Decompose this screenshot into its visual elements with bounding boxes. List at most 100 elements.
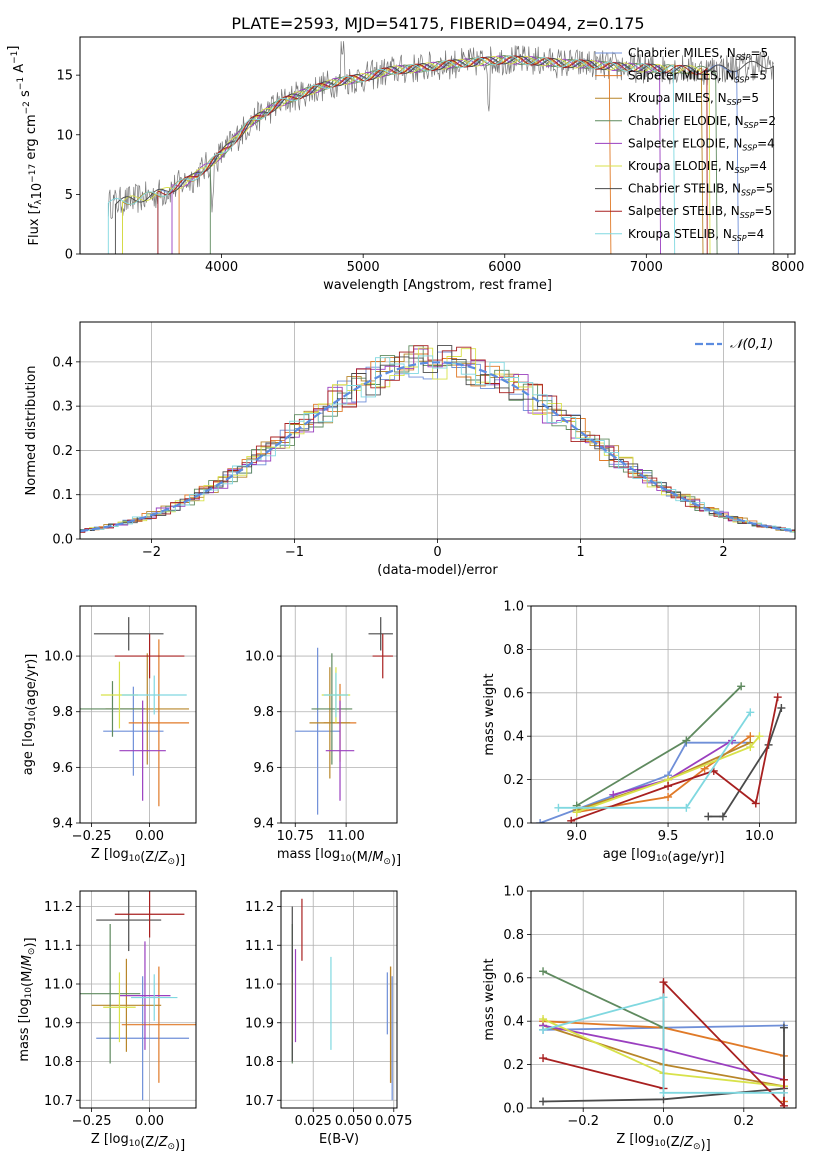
errorbar-point [114, 891, 185, 938]
y-tick-label: 10.9 [44, 1016, 73, 1031]
y-axis-label: Flux [fλ10−17 erg cm−2 s−1 A−1] [6, 46, 45, 246]
mass-vs-metallicity-axes: −0.25 0.00 10.7 10.8 10.9 11.0 11.1 11.2 Z [log1… [17, 890, 197, 1153]
legend-entry: Chabrier ELODIE, NSSP=2 [628, 114, 776, 130]
legend-entry: 𝒩(0,1) [730, 337, 773, 352]
x-tick-label: 0.025 [295, 1114, 332, 1129]
age-vs-mass-axes: 10.75 11.00 9.4 9.6 9.8 10.0 mass [log10(M/M⊙)… [245, 605, 401, 868]
y-axis-label: mass weight [482, 673, 497, 755]
y-axis-label: age [log10(age/yr)] [21, 654, 39, 776]
y-tick-label: 0.4 [52, 355, 73, 370]
mass-weight-vs-metallicity-axes: −0.2 0.0 0.2 0.0 0.2 0.4 0.6 0.8 1.0 Z [log10(Z/Z… [482, 885, 797, 1153]
x-tick-label: 0.2 [733, 1114, 754, 1129]
legend-entry: Salpeter ELODIE, NSSP=4 [628, 136, 775, 152]
spectrum-plot-area [107, 41, 775, 254]
mass-weight-marker [746, 743, 755, 752]
mass-weight-marker [554, 803, 563, 812]
mass-weight-marker [746, 708, 755, 717]
y-tick-label: 0.0 [503, 817, 524, 832]
x-tick-label: 0.0 [653, 1114, 674, 1129]
errorbar-point [295, 647, 341, 815]
y-tick-label: 10.0 [44, 650, 73, 665]
axes-frame [530, 605, 797, 824]
x-tick-label: 11.00 [328, 829, 365, 844]
errorbar-point [119, 700, 166, 801]
errorbar-point [91, 958, 162, 1052]
x-tick-label: 0.050 [335, 1114, 372, 1129]
mass-weight-marker [779, 1088, 788, 1097]
mass-weight-marker [659, 978, 668, 987]
x-tick-label: −0.25 [72, 1114, 112, 1129]
axes-frame [530, 890, 797, 1109]
y-tick-label: 11.1 [245, 939, 274, 954]
x-axis-label: Z [log10(Z/Z⊙)] [91, 1132, 185, 1153]
mass-weight-marker [779, 1023, 788, 1032]
errorbar-point [96, 891, 162, 952]
mass-weight-marker [751, 799, 760, 808]
errorbar-point [103, 972, 136, 1043]
legend-entry: Salpeter MILES, NSSP=5 [628, 69, 767, 85]
x-tick-label: 8000 [771, 260, 804, 275]
y-tick-label: 0.1 [52, 488, 73, 503]
errorbar-point [323, 672, 349, 718]
y-axis-label: mass [log10(M/M⊙)] [17, 937, 38, 1061]
y-tick-label: 0.0 [52, 533, 73, 548]
mass-vs-ebv-axes: 0.025 0.050 0.075 10.7 10.8 10.9 11.0 11.1 11.2 E… [245, 890, 412, 1147]
errorbar-point [128, 639, 190, 807]
y-tick-label: 10.9 [245, 1016, 274, 1031]
model-spectrum-line [122, 55, 704, 254]
mass-weight-marker [664, 792, 673, 801]
mass-weight-marker [704, 812, 713, 821]
y-axis-label: mass weight [482, 958, 497, 1040]
normal-reference-curve [80, 361, 795, 533]
axes-frame [79, 36, 796, 255]
mass-weight-marker [539, 967, 548, 976]
legend-entry: Kroupa ELODIE, NSSP=4 [628, 159, 767, 175]
mass-weight-marker [659, 1088, 668, 1097]
y-tick-label: 10.0 [245, 650, 274, 665]
y-tick-label: 10 [56, 128, 73, 143]
legend-entry: Chabrier MILES, NSSP=5 [628, 46, 768, 62]
x-tick-label: 4000 [205, 260, 238, 275]
mass-vs-metallicity-plot-area [80, 891, 196, 1101]
mass-weight-marker [718, 812, 727, 821]
histogram-step [80, 345, 795, 533]
age-vs-metallicity-axes: −0.25 0.00 9.4 9.6 9.8 10.0 Z [log10(Z/Z⊙)] age… [21, 605, 197, 868]
histogram-step [80, 353, 795, 533]
mass-weight-vs-age-axes: 9.0 9.5 10.0 0.0 0.2 0.4 0.6 0.8 1.0 age [log10(a… [482, 600, 797, 865]
y-tick-label: 9.4 [253, 817, 274, 832]
y-tick-label: 9.8 [52, 705, 73, 720]
model-spectrum-line [157, 55, 708, 254]
observed-spectrum-line [107, 41, 774, 220]
y-tick-label: 15 [56, 69, 73, 84]
errorbar-point [80, 923, 141, 1064]
y-tick-label: 0.2 [503, 773, 524, 788]
mass-weight-marker [755, 732, 764, 741]
y-tick-label: 11.2 [44, 900, 73, 915]
spectrum-axes: 4000 5000 6000 7000 8000 0 5 10 15 wavelength [An… [6, 36, 804, 293]
y-tick-label: 0.6 [503, 686, 524, 701]
mass-weight-marker [664, 782, 673, 791]
y-tick-label: 11.0 [245, 978, 274, 993]
mass-weight-marker [659, 993, 668, 1002]
mass-weight-marker [536, 819, 545, 823]
mass-weight-line [576, 685, 742, 807]
mass-vs-ebv-plot-area [291, 898, 393, 1101]
axes-frame [79, 890, 197, 1109]
y-tick-label: 0.4 [503, 730, 524, 745]
mass-weight-marker [777, 703, 786, 712]
x-tick-label: 1 [576, 545, 584, 560]
residual-distribution-plot-area [80, 345, 795, 534]
mass-weight-marker [539, 1015, 548, 1024]
x-tick-label: 9.0 [566, 829, 587, 844]
axes-frame [79, 605, 197, 824]
errorbar-point [119, 941, 171, 1050]
x-tick-label: 0 [433, 545, 441, 560]
mass-weight-marker [773, 693, 782, 702]
axes-frame [280, 890, 398, 1109]
x-tick-label: 9.5 [658, 829, 679, 844]
y-tick-label: 9.4 [52, 817, 73, 832]
errorbar-point [311, 653, 353, 765]
legend-entry: Kroupa STELIB, NSSP=4 [628, 227, 764, 243]
